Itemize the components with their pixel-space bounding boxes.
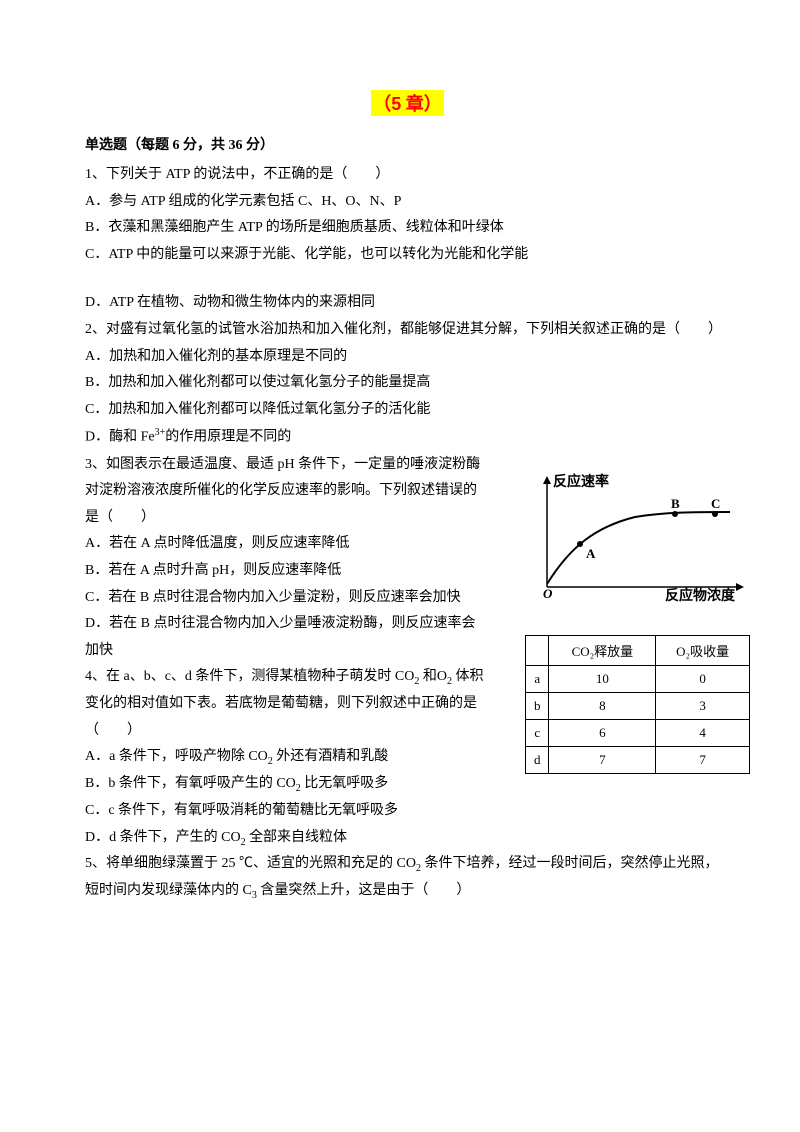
table-row: c64 [526, 720, 750, 747]
q4-d: D．d 条件下，产生的 CO2 全部来自线粒体 [85, 825, 730, 852]
q2-b: B．加热和加入催化剂都可以使过氧化氢分子的能量提高 [85, 370, 730, 397]
q3-d: D．若在 B 点时往混合物内加入少量唾液淀粉酶，则反应速率会加快 [85, 611, 485, 664]
q2-a: A．加热和加入催化剂的基本原理是不同的 [85, 344, 730, 371]
chapter-title: （5 章） [85, 90, 730, 116]
reaction-chart: A B C O 反应速率 反应物浓度 [525, 472, 750, 602]
svg-text:O: O [543, 586, 553, 601]
q3-c: C．若在 B 点时往混合物内加入少量淀粉，则反应速率会加快 [85, 585, 485, 612]
table-row: d77 [526, 747, 750, 774]
table-row: a100 [526, 666, 750, 693]
table-header: CO₂释放量 [549, 636, 656, 666]
q2-c: C．加热和加入催化剂都可以降低过氧化氢分子的活化能 [85, 397, 730, 424]
section-header: 单选题（每题 6 分，共 36 分） [85, 134, 730, 154]
q2-stem: 2、对盛有过氧化氢的试管水浴加热和加入催化剂，都能够促进其分解，下列相关叙述正确… [85, 317, 730, 344]
table-header: O₂吸收量 [656, 636, 750, 666]
svg-text:B: B [671, 496, 680, 511]
q1-stem: 1、下列关于 ATP 的说法中，不正确的是（ ） [85, 162, 730, 189]
q5-stem: 5、将单细胞绿藻置于 25 ℃、适宜的光照和充足的 CO2 条件下培养，经过一段… [85, 851, 730, 905]
svg-text:反应速率: 反应速率 [553, 473, 609, 490]
svg-text:C: C [711, 496, 720, 511]
data-table: CO₂释放量O₂吸收量a100b83c64d77 [525, 635, 750, 774]
q1-a: A．参与 ATP 组成的化学元素包括 C、H、O、N、P [85, 189, 730, 216]
q1-b: B．衣藻和黑藻细胞产生 ATP 的场所是细胞质基质、线粒体和叶绿体 [85, 215, 730, 242]
q3-stem: 3、如图表示在最适温度、最适 pH 条件下，一定量的唾液淀粉酶对淀粉溶液浓度所催… [85, 452, 485, 532]
svg-text:A: A [586, 546, 596, 561]
q1-d: D．ATP 在植物、动物和微生物体内的来源相同 [85, 290, 730, 317]
q4-c: C．c 条件下，有氧呼吸消耗的葡萄糖比无氧呼吸多 [85, 798, 730, 825]
q1-c: C．ATP 中的能量可以来源于光能、化学能，也可以转化为光能和化学能 [85, 242, 730, 269]
svg-text:反应物浓度: 反应物浓度 [665, 587, 736, 602]
table-row: b83 [526, 693, 750, 720]
table-header [526, 636, 549, 666]
q4-b: B．b 条件下，有氧呼吸产生的 CO2 比无氧呼吸多 [85, 771, 730, 798]
q4-stem: 4、在 a、b、c、d 条件下，测得某植物种子萌发时 CO2 和O2 体积变化的… [85, 664, 485, 744]
q2-d: D．酶和 Fe3+的作用原理是不同的 [85, 423, 730, 451]
